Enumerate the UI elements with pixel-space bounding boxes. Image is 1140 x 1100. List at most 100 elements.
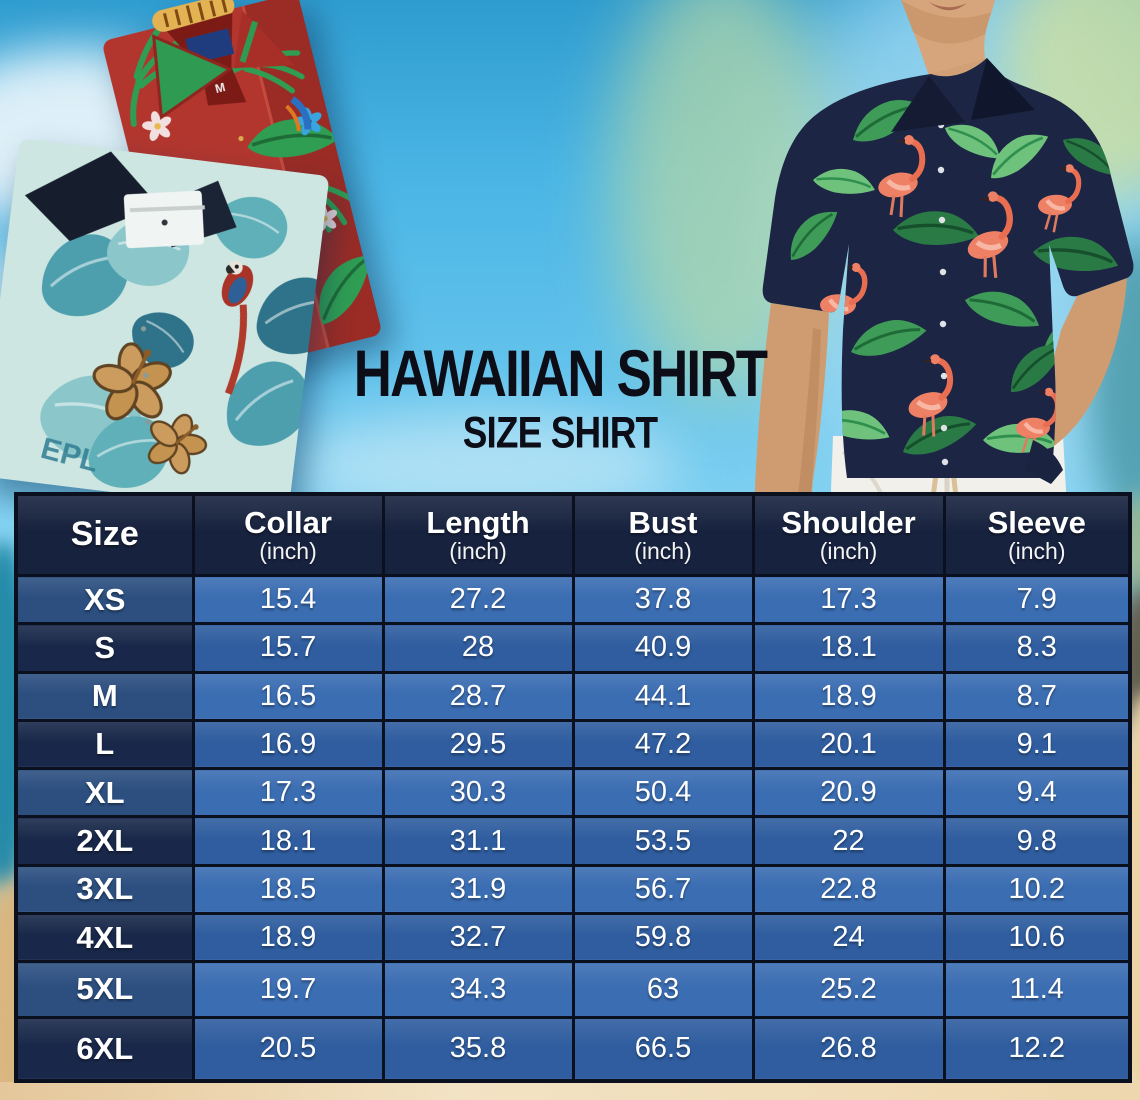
parrot-print xyxy=(221,260,254,395)
value-cell: 59.8 xyxy=(571,911,755,964)
man-wearing-flamingo-shirt-photo xyxy=(753,0,1134,545)
value-cell: 10.6 xyxy=(942,911,1132,964)
table-row: M 16.5 28.7 44.1 18.9 8.7 xyxy=(14,670,1132,722)
value-cell: 16.9 xyxy=(191,718,385,771)
value-cell: 18.1 xyxy=(751,622,946,674)
shirt-collar xyxy=(891,58,1035,132)
value-cell: 47.2 xyxy=(571,718,755,771)
man-skin xyxy=(753,0,1127,545)
value-cell: 19.7 xyxy=(191,960,385,1019)
table-row: 5XL 19.7 34.3 63 25.2 11.4 xyxy=(14,960,1132,1019)
value-cell: 66.5 xyxy=(571,1015,755,1083)
value-cell: 17.3 xyxy=(751,573,946,626)
column-unit: (inch) xyxy=(819,538,878,565)
column-unit: (inch) xyxy=(449,538,507,565)
page-subtitle: SIZE SHIRT xyxy=(462,407,658,458)
column-label: Bust xyxy=(628,504,698,540)
page-title: HAWAIIAN SHIRT xyxy=(353,336,768,411)
value-cell: 29.5 xyxy=(381,718,575,771)
value-cell: 25.2 xyxy=(751,960,946,1019)
column-label: Size xyxy=(70,515,139,554)
column-unit: (inch) xyxy=(1007,538,1066,565)
value-cell: 30.3 xyxy=(381,767,575,819)
value-cell: 63 xyxy=(571,960,755,1019)
size-cell: M xyxy=(14,670,195,722)
table-row: 2XL 18.1 31.1 53.5 22 9.8 xyxy=(14,815,1132,867)
size-cell: XL xyxy=(14,767,195,819)
column-label: Collar xyxy=(244,504,332,540)
size-cell: 5XL xyxy=(14,960,195,1019)
value-cell: 16.5 xyxy=(191,670,385,722)
title-block: HAWAIIAN SHIRT SIZE SHIRT xyxy=(300,336,820,458)
table-row: S 15.7 28 40.9 18.1 8.3 xyxy=(14,622,1132,674)
shirt-hem-over-pocket xyxy=(1025,440,1063,484)
table-row: 3XL 18.5 31.9 56.7 22.8 10.2 xyxy=(14,863,1132,915)
value-cell: 40.9 xyxy=(571,622,755,674)
header-row: Size Collar (inch) Length (inch) Bust (inch… xyxy=(14,492,1132,577)
size-cell: XS xyxy=(14,573,195,626)
value-cell: 37.8 xyxy=(571,573,755,626)
value-cell: 44.1 xyxy=(571,670,755,722)
value-cell: 22.8 xyxy=(751,863,946,915)
value-cell: 24 xyxy=(751,911,946,964)
value-cell: 10.2 xyxy=(942,863,1132,915)
column-label: Sleeve xyxy=(987,504,1086,540)
table-row: L 16.9 29.5 47.2 20.1 9.1 xyxy=(14,718,1132,771)
size-cell: 2XL xyxy=(14,815,195,867)
sleeve-logo-patch xyxy=(285,96,312,132)
column-unit: (inch) xyxy=(634,538,692,565)
table-row: 4XL 18.9 32.7 59.8 24 10.6 xyxy=(14,911,1132,964)
value-cell: 18.9 xyxy=(751,670,946,722)
value-cell: 22 xyxy=(751,815,946,867)
value-cell: 35.8 xyxy=(381,1015,575,1083)
value-cell: 53.5 xyxy=(571,815,755,867)
teal-hawaiian-shirt-illustration: EPL xyxy=(0,139,330,513)
column-label: Length xyxy=(426,504,530,540)
value-cell: 18.9 xyxy=(191,911,385,964)
value-cell: 12.2 xyxy=(942,1015,1132,1083)
value-cell: 15.7 xyxy=(191,622,385,674)
size-cell: S xyxy=(14,622,195,674)
column-header-size: Size xyxy=(14,492,195,577)
red-shirt-collar: M xyxy=(152,0,295,120)
value-cell: 31.9 xyxy=(381,863,575,915)
value-cell: 8.3 xyxy=(942,622,1132,674)
value-cell: 27.2 xyxy=(381,573,575,626)
value-cell: 7.9 xyxy=(942,573,1132,626)
red-shirt-neck-label: M xyxy=(214,80,227,96)
value-cell: 50.4 xyxy=(571,767,755,819)
value-cell: 18.1 xyxy=(191,815,385,867)
value-cell: 18.5 xyxy=(191,863,385,915)
table-row: XS 15.4 27.2 37.8 17.3 7.9 xyxy=(14,573,1132,626)
value-cell: 20.1 xyxy=(751,718,946,771)
size-chart-table: Size Collar (inch) Length (inch) Bust (inch… xyxy=(14,492,1132,1083)
value-cell: 11.4 xyxy=(942,960,1132,1019)
size-cell: 3XL xyxy=(14,863,195,915)
value-cell: 32.7 xyxy=(381,911,575,964)
value-cell: 20.5 xyxy=(191,1015,385,1083)
value-cell: 9.4 xyxy=(942,767,1132,819)
value-cell: 26.8 xyxy=(751,1015,946,1083)
value-cell: 15.4 xyxy=(191,573,385,626)
size-cell: 4XL xyxy=(14,911,195,964)
value-cell: 31.1 xyxy=(381,815,575,867)
column-unit: (inch) xyxy=(259,538,317,565)
value-cell: 28 xyxy=(381,622,575,674)
column-header-bust: Bust (inch) xyxy=(571,492,755,577)
value-cell: 20.9 xyxy=(751,767,946,819)
value-cell: 9.8 xyxy=(942,815,1132,867)
column-header-shoulder: Shoulder (inch) xyxy=(751,492,946,577)
column-header-length: Length (inch) xyxy=(381,492,575,577)
beach-sand-strip xyxy=(0,1082,1140,1100)
value-cell: 9.1 xyxy=(942,718,1132,771)
value-cell: 8.7 xyxy=(942,670,1132,722)
value-cell: 28.7 xyxy=(381,670,575,722)
size-cell: 6XL xyxy=(14,1015,195,1083)
teal-hawaiian-shirt-photo: EPL xyxy=(0,130,334,521)
table-row: XL 17.3 30.3 50.4 20.9 9.4 xyxy=(14,767,1132,819)
table-row: 6XL 20.5 35.8 66.5 26.8 12.2 xyxy=(14,1015,1132,1083)
teal-shirt-collar xyxy=(24,151,237,249)
column-header-sleeve: Sleeve (inch) xyxy=(942,492,1132,577)
value-cell: 34.3 xyxy=(381,960,575,1019)
